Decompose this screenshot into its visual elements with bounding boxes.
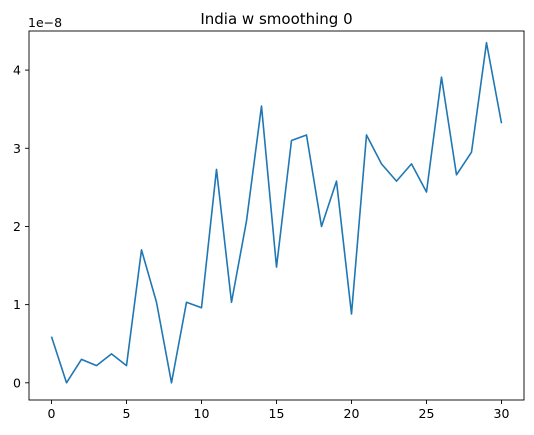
y-offset-label: 1e−8	[28, 15, 62, 30]
y-tick-label: 4	[13, 63, 21, 78]
chart-title: India w smoothing 0	[200, 10, 352, 28]
plot-frame	[28, 30, 525, 401]
y-tick-label: 3	[13, 141, 21, 156]
y-tick-label: 2	[13, 219, 21, 234]
x-tick-label: 30	[494, 406, 510, 421]
x-tick-label: 15	[269, 406, 285, 421]
series-line	[50, 41, 503, 384]
y-tick-label: 1	[13, 297, 21, 312]
x-tick-label: 10	[194, 406, 210, 421]
x-tick-label: 25	[419, 406, 435, 421]
x-tick-label: 20	[344, 406, 360, 421]
x-tick-label: 0	[48, 406, 56, 421]
y-tick-label: 0	[13, 375, 21, 390]
x-tick-label: 5	[123, 406, 131, 421]
